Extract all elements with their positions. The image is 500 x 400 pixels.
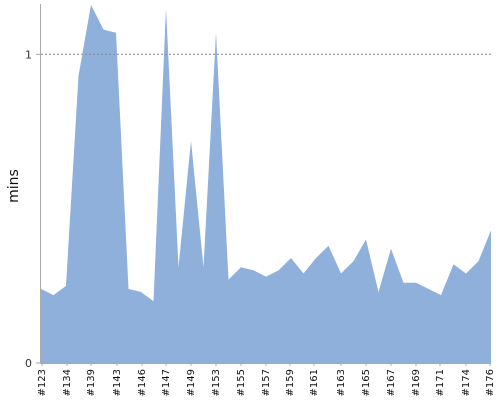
y-tick-label: 1 bbox=[25, 48, 32, 61]
x-tick-label: #147 bbox=[161, 369, 172, 396]
area-layer bbox=[40, 4, 492, 363]
x-tick-label: #171 bbox=[435, 369, 446, 396]
x-tick-label: #139 bbox=[86, 369, 97, 396]
x-tick-labels: #123 #134 #139 #143 #146 #147 #149 #153 #155 #157… bbox=[37, 363, 496, 396]
x-tick-label: #174 bbox=[461, 369, 472, 396]
x-tick-label: #157 bbox=[261, 369, 272, 396]
x-tick-label: #153 bbox=[211, 369, 222, 396]
x-tick-label: #159 bbox=[285, 369, 296, 396]
x-tick-label: #123 bbox=[37, 369, 48, 396]
y-axis-label: mins bbox=[6, 169, 22, 203]
x-tick-label: #161 bbox=[309, 369, 320, 396]
x-tick-label: #165 bbox=[361, 369, 372, 396]
x-tick-label: #143 bbox=[112, 369, 123, 396]
y-tick-labels: 01 bbox=[25, 48, 41, 370]
x-tick-label: #176 bbox=[485, 369, 496, 396]
x-tick-label: #149 bbox=[186, 369, 197, 396]
x-tick-label: #167 bbox=[386, 369, 397, 396]
x-tick-label: #146 bbox=[137, 369, 148, 396]
y-tick-label: 0 bbox=[25, 357, 32, 370]
x-tick-label: #134 bbox=[62, 369, 73, 396]
x-tick-label: #169 bbox=[411, 369, 422, 396]
x-tick-label: #155 bbox=[236, 369, 247, 396]
series-area bbox=[41, 4, 491, 363]
x-tick-label: #163 bbox=[336, 369, 347, 396]
